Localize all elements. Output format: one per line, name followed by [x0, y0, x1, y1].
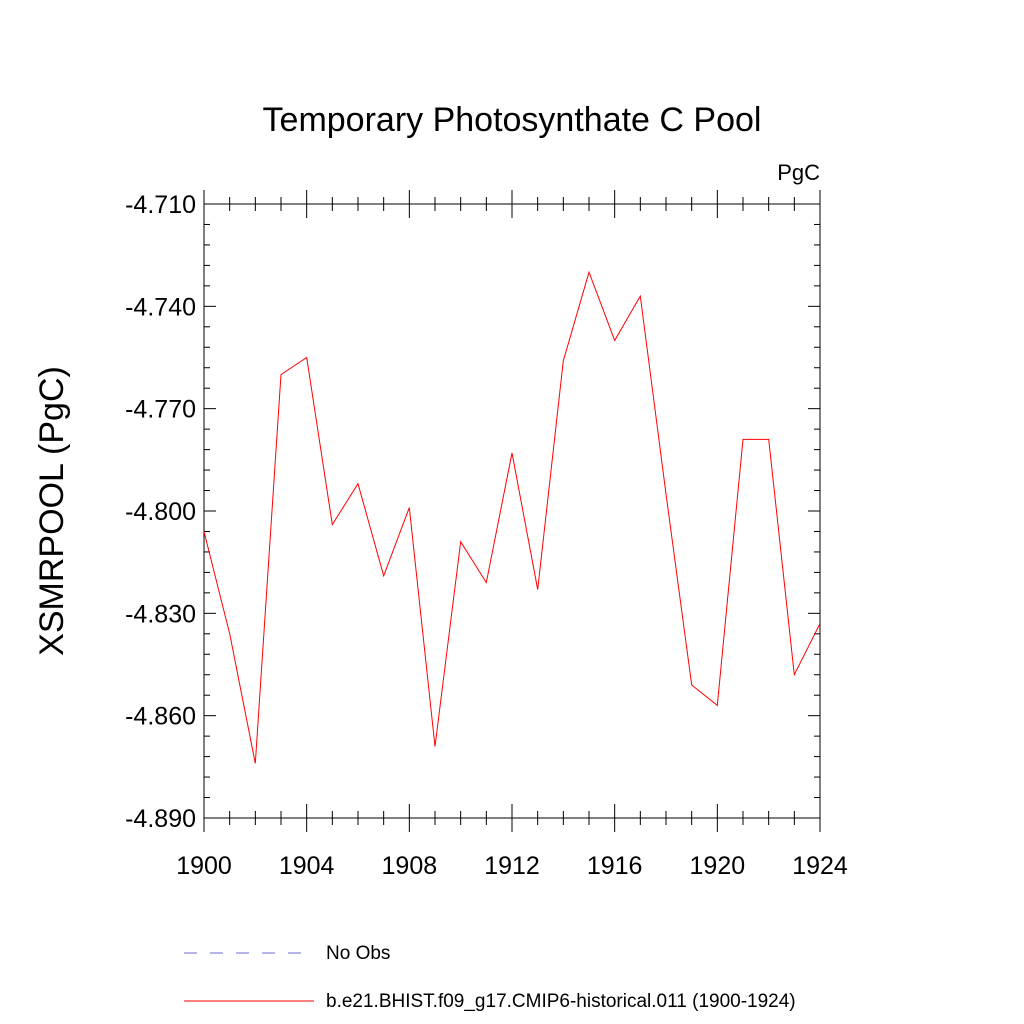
legend-label-no-obs: No Obs [326, 943, 390, 964]
y-tick-label: -4.740 [125, 293, 196, 321]
y-tick-label: -4.770 [125, 396, 196, 424]
x-tick-label: 1908 [382, 852, 438, 880]
plot-frame [203, 203, 821, 819]
chart-title: Temporary Photosynthate C Pool [263, 101, 762, 139]
y-tick-label: -4.830 [125, 600, 196, 628]
y-tick-label: -4.860 [125, 703, 196, 731]
series-line [203, 270, 821, 764]
y-axis-label: XSMRPOOL (PgC) [33, 366, 71, 656]
x-tick-label: 1912 [484, 852, 540, 880]
x-tick-label: 1904 [279, 852, 335, 880]
legend: No Obs b.e21.BHIST.f09_g17.CMIP6-histori… [184, 943, 796, 1012]
x-tick-label: 1924 [792, 852, 848, 880]
x-tick-label: 1920 [690, 852, 746, 880]
y-tick-label: -4.710 [125, 191, 196, 219]
legend-label-model: b.e21.BHIST.f09_g17.CMIP6-historical.011… [326, 991, 796, 1012]
y-tick-label: -4.800 [125, 498, 196, 526]
axes: -4.710 -4.740 -4.770 -4.800 -4.830 -4.860 -4.8… [125, 190, 848, 880]
x-tick-label: 1916 [587, 852, 643, 880]
y-tick-label: -4.890 [125, 805, 196, 833]
series-layer [203, 270, 821, 764]
x-tick-label: 1900 [176, 852, 232, 880]
units-label: PgC [777, 160, 820, 185]
